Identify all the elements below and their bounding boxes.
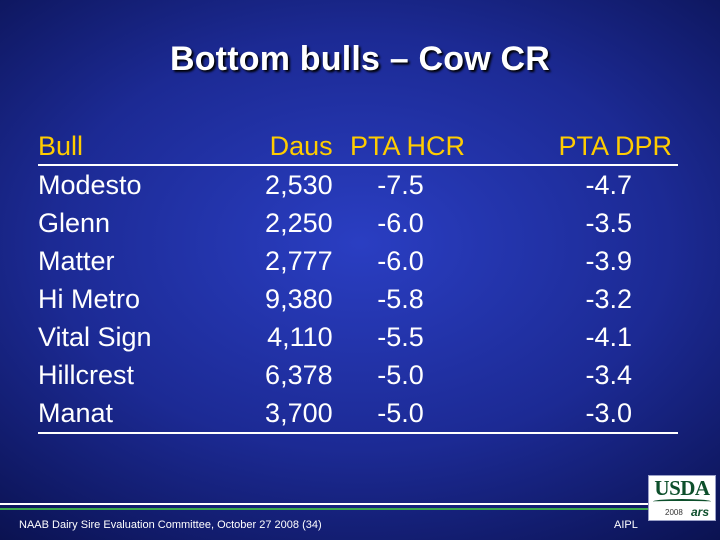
- header-pta-dpr: PTA DPR: [482, 128, 678, 166]
- cell-daus: 2,777: [265, 246, 333, 276]
- usda-ars-logo: USDA 2008 ars: [648, 475, 716, 521]
- cell-pta-hcr: -6.0: [377, 208, 424, 238]
- table-row: Modesto 2,530 -7.5 -4.7: [38, 165, 678, 204]
- cell-pta-dpr: -3.4: [585, 360, 632, 390]
- table-row: Matter 2,777 -6.0 -3.9: [38, 242, 678, 280]
- cell-pta-dpr: -3.5: [585, 208, 632, 238]
- cell-pta-hcr: -5.0: [377, 360, 424, 390]
- table-row: Manat 3,700 -5.0 -3.0: [38, 394, 678, 434]
- cell-bull: Vital Sign: [38, 322, 152, 352]
- header-daus: Daus: [227, 128, 333, 166]
- ars-logo-text: ars: [691, 505, 710, 519]
- cell-bull: Glenn: [38, 208, 111, 238]
- header-pta-hcr: PTA HCR: [332, 128, 483, 166]
- cell-pta-dpr: -4.7: [585, 170, 632, 200]
- table-row: Hi Metro 9,380 -5.8 -3.2: [38, 280, 678, 318]
- footer-divider: [0, 503, 650, 513]
- cell-pta-dpr: -3.2: [585, 284, 632, 314]
- cell-bull: Hi Metro: [38, 284, 141, 314]
- header-bull: Bull: [38, 128, 228, 166]
- cell-bull: Manat: [38, 394, 228, 434]
- cell-pta-dpr: -3.9: [585, 246, 632, 276]
- cell-bull: Modesto: [38, 170, 142, 200]
- table-row: Vital Sign 4,110 -5.5 -4.1: [38, 318, 678, 356]
- bull-table: Bull Daus PTA HCR PTA DPR Modesto 2,530 …: [38, 128, 678, 434]
- logo-year: 2008: [665, 508, 683, 517]
- cell-pta-hcr: -5.0: [332, 394, 483, 434]
- cell-bull: Matter: [38, 246, 115, 276]
- cell-bull: Hillcrest: [38, 360, 135, 390]
- slide-title: Bottom bulls – Cow CR: [169, 40, 551, 78]
- cell-pta-hcr: -7.5: [377, 170, 424, 200]
- usda-logo-text: USDA: [654, 476, 710, 500]
- cell-pta-hcr: -6.0: [377, 246, 424, 276]
- usda-swoosh-icon: [653, 499, 711, 504]
- cell-pta-dpr: -4.1: [585, 322, 632, 352]
- cell-pta-dpr: -3.0: [482, 394, 678, 434]
- table-row: Hillcrest 6,378 -5.0 -3.4: [38, 356, 678, 394]
- footer-citation: NAAB Dairy Sire Evaluation Committee, Oc…: [19, 519, 322, 531]
- cell-pta-hcr: -5.8: [377, 284, 424, 314]
- cell-daus: 2,250: [265, 208, 333, 238]
- cell-daus: 6,378: [265, 360, 333, 390]
- table-row: Glenn 2,250 -6.0 -3.5: [38, 204, 678, 242]
- cell-daus: 3,700: [227, 394, 333, 434]
- footer-org: AIPL: [614, 519, 638, 531]
- cell-daus: 2,530: [265, 170, 333, 200]
- cell-pta-hcr: -5.5: [377, 322, 424, 352]
- cell-daus: 4,110: [267, 322, 333, 352]
- table-header-row: Bull Daus PTA HCR PTA DPR: [38, 128, 678, 166]
- cell-daus: 9,380: [265, 284, 333, 314]
